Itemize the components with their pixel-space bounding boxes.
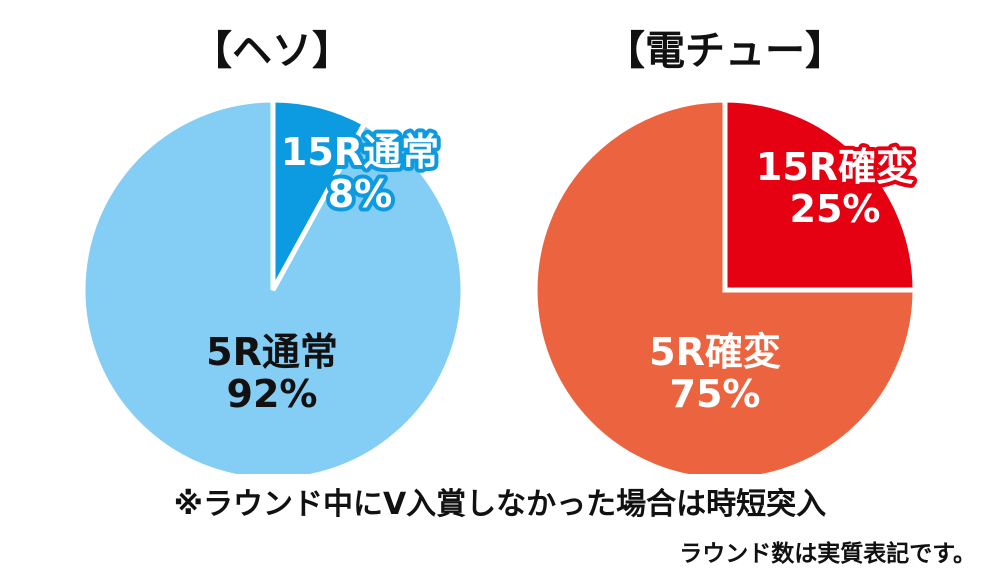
slice-label-0-0: 15R通常 [281, 130, 439, 174]
slice-value-0-1: 92% [227, 372, 318, 416]
slice-value-1-0: 25% [790, 187, 881, 231]
note-background [150, 474, 850, 520]
slice-label-1-0: 15R確変 [756, 145, 914, 189]
slice-value-1-1: 75% [670, 372, 761, 416]
slice-value-0-0: 8% [328, 172, 393, 216]
pie-slice-1-0 [722, 97, 918, 293]
footnote-v-entry: ※ラウンド中にV入賞しなかった場合は時短突入 [173, 487, 827, 522]
slice-label-1-1: 5R確変 [649, 330, 781, 374]
pie-slice-1-1 [532, 97, 918, 483]
chart-title-heso: 【ヘソ】 [192, 28, 352, 74]
footnote-round-count: ラウンド数は実質表記です。 [679, 541, 976, 567]
chart-title-denchu: 【電チュー】 [605, 28, 845, 74]
slice-label-0-1: 5R通常 [206, 330, 338, 374]
